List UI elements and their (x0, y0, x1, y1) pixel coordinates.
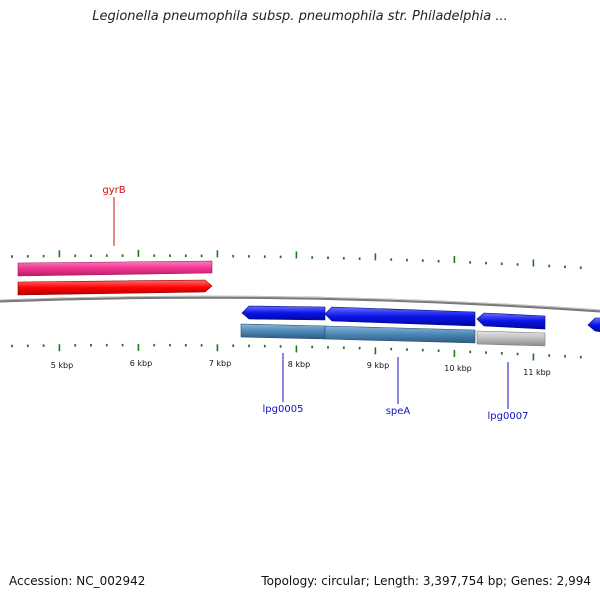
map-title: Legionella pneumophila subsp. pneumophil… (92, 9, 508, 24)
gene-speA-reverse[interactable] (324, 306, 476, 327)
feature-speA-steelblue[interactable] (324, 325, 476, 344)
lower-tick-ruler (11, 343, 582, 361)
accession-label: Accession: (9, 574, 73, 588)
gene-next-reverse-partial[interactable] (587, 317, 600, 333)
length-value: 3,397,754 bp (422, 574, 503, 588)
genes-label: Genes: (510, 574, 553, 588)
gene-label-gyrB[interactable]: gyrB (102, 185, 126, 246)
gene-label-speA-text: speA (386, 406, 411, 417)
topology-value: circular (321, 574, 366, 588)
gene-label-lpg0007-text: lpg0007 (488, 411, 529, 422)
accession-value: NC_002942 (76, 574, 146, 588)
gene-lpg0005-reverse[interactable] (241, 305, 326, 321)
gene-gyrB-forward-red[interactable] (17, 279, 213, 296)
genome-summary: Topology: circular; Length: 3,397,754 bp… (261, 574, 591, 588)
genome-backbone (0, 295, 600, 313)
scale-label-6kbp: 6 kbp (130, 359, 152, 368)
scale-label-11kbp: 11 kbp (523, 368, 551, 377)
genome-backbone-highlight (0, 295, 600, 311)
gene-label-lpg0005[interactable]: lpg0005 (263, 353, 304, 415)
scale-label-7kbp: 7 kbp (209, 359, 231, 368)
gene-label-gyrB-text: gyrB (102, 185, 125, 196)
feature-lpg0007-gray[interactable] (476, 330, 546, 347)
gene-lpg0007-reverse[interactable] (476, 312, 546, 330)
gene-gyrB-forward-pink[interactable] (17, 260, 213, 277)
topology-label: Topology: (261, 574, 318, 588)
gene-label-lpg0005-text: lpg0005 (263, 404, 304, 415)
gene-label-lpg0007[interactable]: lpg0007 (488, 362, 529, 422)
upper-tick-ruler (11, 249, 582, 269)
length-label: Length: (373, 574, 420, 588)
scale-label-5kbp: 5 kbp (51, 361, 73, 370)
scale-label-10kbp: 10 kbp (444, 364, 472, 373)
feature-lpg0005-steelblue[interactable] (240, 323, 326, 340)
scale-label-8kbp: 8 kbp (288, 360, 310, 369)
accession-info: Accession: NC_002942 (9, 574, 145, 588)
gene-label-speA[interactable]: speA (386, 357, 411, 417)
genes-value: 2,994 (556, 574, 591, 588)
scale-labels: 5 kbp 6 kbp 7 kbp 8 kbp 9 kbp 10 kbp 11 … (51, 359, 551, 377)
scale-label-9kbp: 9 kbp (367, 361, 389, 370)
